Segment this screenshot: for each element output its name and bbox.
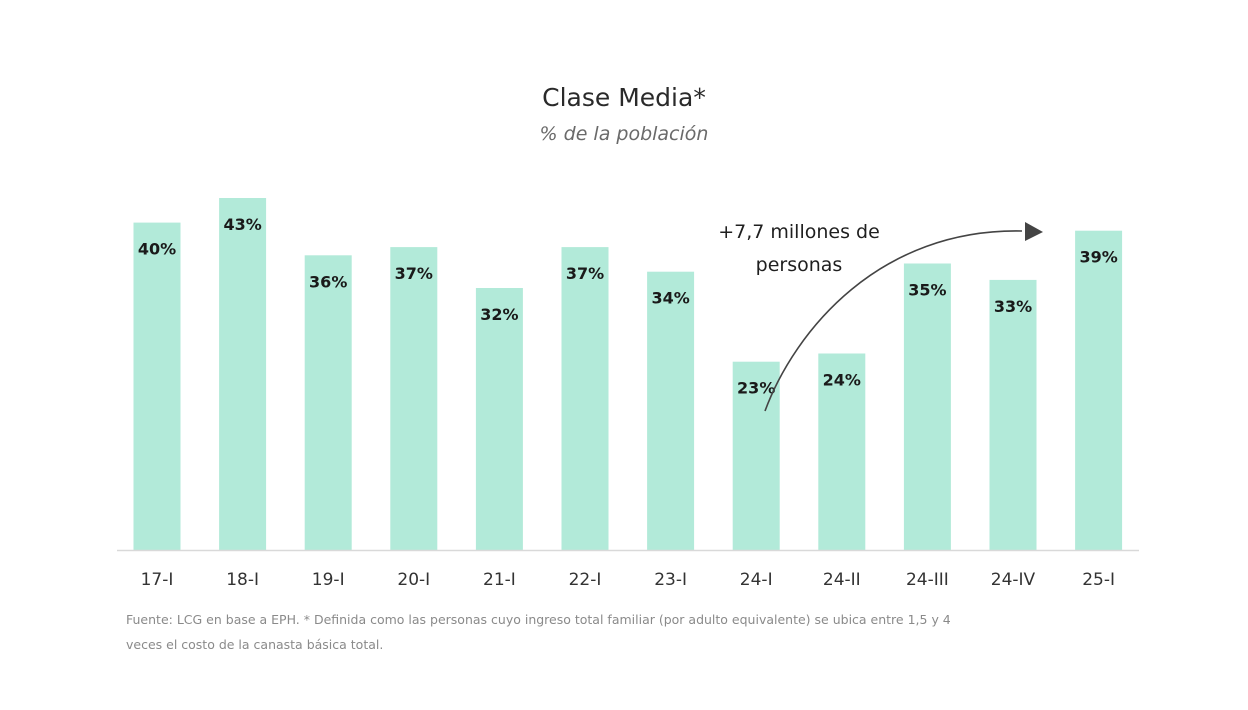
bar-value-label-17-I: 40%	[138, 240, 176, 259]
bars-group	[133, 198, 1123, 551]
bar-24-IV	[989, 279, 1037, 550]
bar-21-I	[475, 288, 523, 550]
bar-value-label-24-I: 23%	[737, 379, 775, 398]
bar-18-I	[219, 198, 267, 550]
x-tick-label-19-I: 19-I	[312, 570, 345, 590]
bar-value-label-24-IV: 33%	[994, 297, 1032, 316]
x-tick-label-24-IV: 24-IV	[991, 570, 1036, 590]
bar-19-I	[304, 255, 352, 551]
x-tick-label-18-I: 18-I	[226, 570, 259, 590]
bar-20-I	[390, 247, 438, 550]
bar-value-label-23-I: 34%	[651, 289, 689, 308]
x-tick-label-20-I: 20-I	[397, 570, 430, 590]
bar-value-label-18-I: 43%	[223, 215, 261, 234]
bar-value-label-24-II: 24%	[823, 371, 861, 390]
bar-22-I	[561, 247, 609, 550]
bar-labels-group: 40% 43% 36% 37% 32% 37% 34% 23% 24% 35% 33% 39%	[138, 215, 1118, 398]
x-tick-label-24-III: 24-III	[906, 570, 949, 590]
bar-17-I	[133, 222, 181, 550]
source-footnote-line-2: veces el costo de la canasta básica tota…	[126, 637, 383, 652]
growth-arrow-head	[1025, 222, 1043, 241]
chart-title: Clase Media*	[542, 83, 706, 112]
bar-24-III	[903, 263, 951, 550]
bar-value-label-21-I: 32%	[480, 305, 518, 324]
annotation-line-1: +7,7 millones de	[718, 221, 880, 243]
bar-value-label-24-III: 35%	[908, 281, 946, 300]
bar-25-I	[1075, 230, 1123, 550]
bar-24-II	[818, 353, 866, 550]
bar-value-label-22-I: 37%	[566, 264, 604, 283]
growth-annotation: +7,7 millones de personas	[718, 221, 1043, 412]
x-tick-label-22-I: 22-I	[569, 570, 602, 590]
annotation-line-2: personas	[756, 254, 843, 276]
x-tick-labels-group: 17-I 18-I 19-I 20-I 21-I 22-I 23-I 24-I 24-II 24-…	[141, 570, 1115, 590]
bar-value-label-19-I: 36%	[309, 272, 347, 291]
x-tick-label-23-I: 23-I	[654, 570, 687, 590]
x-tick-label-17-I: 17-I	[141, 570, 174, 590]
x-tick-label-21-I: 21-I	[483, 570, 516, 590]
source-footnote-line-1: Fuente: LCG en base a EPH. * Definida co…	[126, 612, 951, 627]
growth-arrow-curve	[764, 230, 1023, 412]
bar-23-I	[647, 271, 695, 550]
x-tick-label-24-I: 24-I	[740, 570, 773, 590]
x-tick-label-24-II: 24-II	[823, 570, 861, 590]
bar-value-label-25-I: 39%	[1079, 248, 1117, 267]
chart-subtitle: % de la población	[540, 123, 709, 145]
x-tick-label-25-I: 25-I	[1082, 570, 1115, 590]
bar-value-label-20-I: 37%	[395, 264, 433, 283]
